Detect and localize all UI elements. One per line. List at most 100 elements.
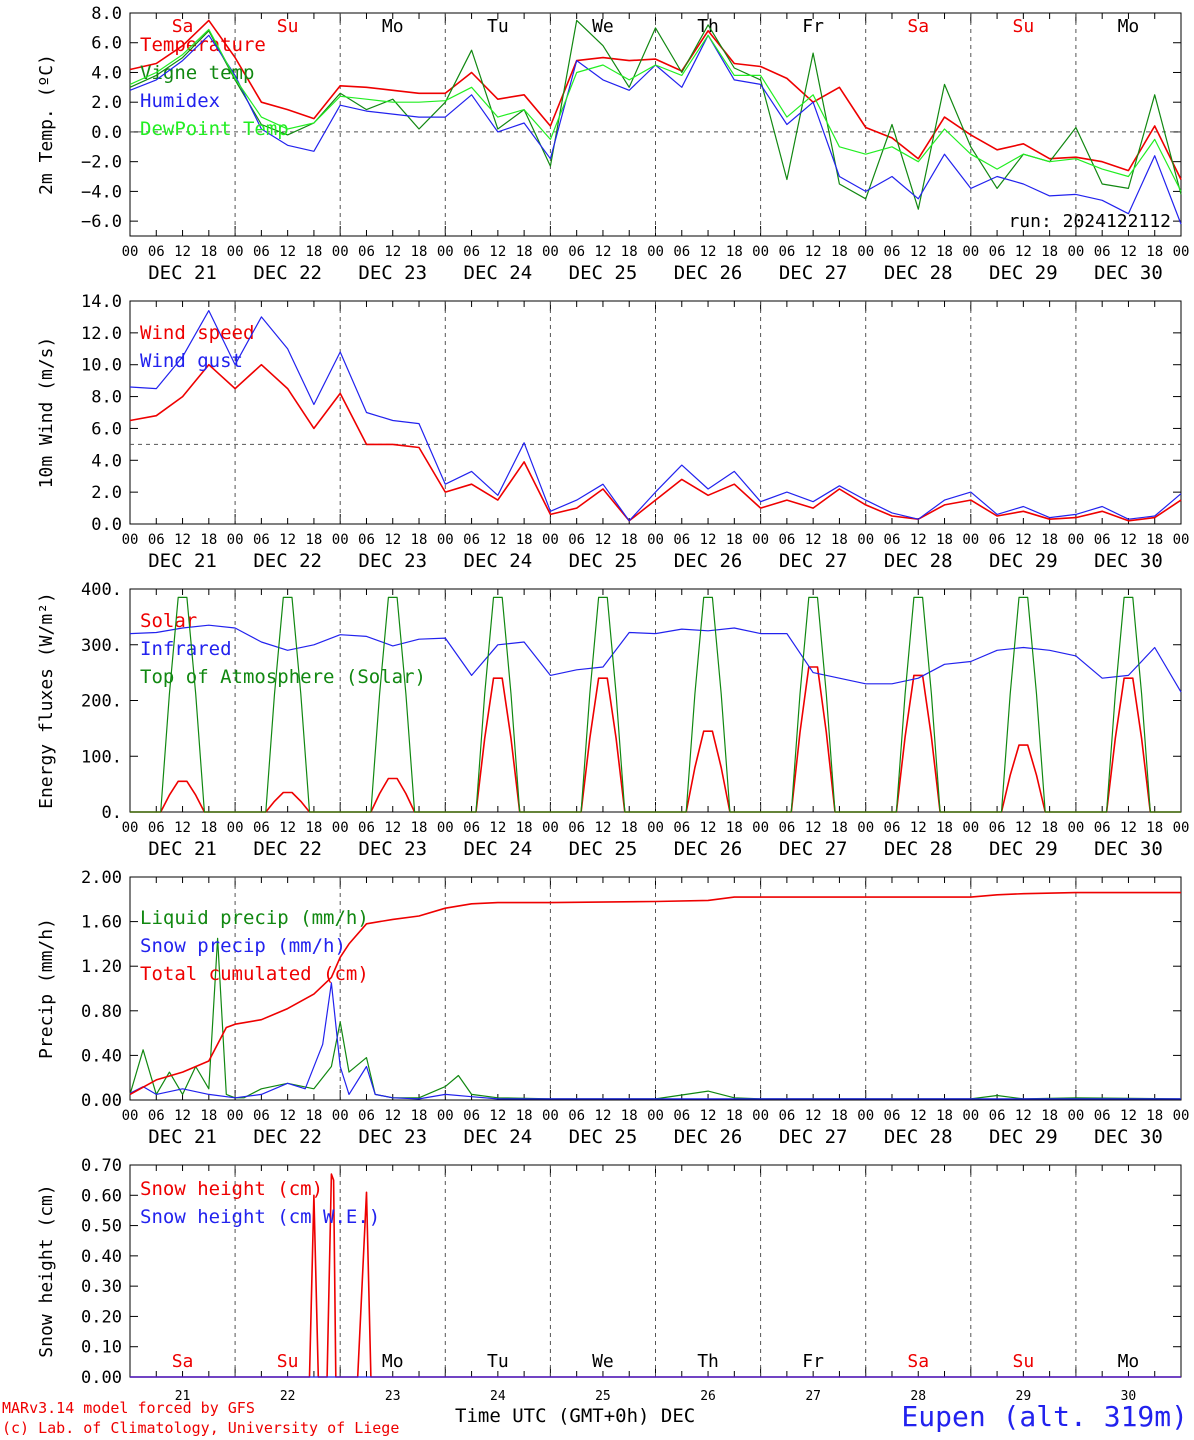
- y-tick-label: 0.60: [81, 1186, 122, 1206]
- hour-tick-label: 06: [778, 1108, 795, 1124]
- series-line-lightgreen: [129, 28, 1182, 192]
- date-label: DEC 26: [674, 838, 743, 860]
- hour-tick-label: 00: [962, 1108, 979, 1124]
- hour-tick-label: 12: [384, 820, 401, 836]
- date-label: DEC 30: [1094, 838, 1163, 860]
- panel-1: −6.0 −4.0 −2.0 0.0 2.0 4.0 6.0 8.0 2m Temp. (ºC)…: [36, 4, 1189, 284]
- weekday-label: Tu: [487, 16, 509, 37]
- hour-tick-label: 18: [305, 1108, 322, 1124]
- hour-tick-label: 18: [621, 532, 638, 548]
- hour-tick-label: 00: [1173, 532, 1190, 548]
- y-tick-label: 0.00: [81, 1368, 122, 1388]
- hour-tick-label: 12: [1015, 244, 1032, 260]
- hour-tick-label: 06: [253, 1108, 270, 1124]
- y-tick-label: −2.0: [81, 153, 122, 173]
- legend-entry: Wind gust: [140, 350, 243, 372]
- hour-tick-label: 18: [831, 1108, 848, 1124]
- y-tick-label: 12.0: [81, 324, 122, 344]
- weekday-label: Mo: [1118, 1351, 1140, 1372]
- date-label: DEC 25: [569, 262, 638, 284]
- hour-tick-label: 00: [122, 1108, 139, 1124]
- y-tick-label: −4.0: [81, 182, 122, 202]
- y-tick-label: 6.0: [91, 419, 122, 439]
- hour-tick-label: 00: [542, 820, 559, 836]
- date-label: DEC 22: [253, 1126, 322, 1148]
- legend-entry: DewPoint Temp: [140, 118, 289, 140]
- legend-entry: Snow height (cm): [140, 1178, 323, 1200]
- hour-tick-label: 06: [463, 244, 480, 260]
- weekday-label: Th: [697, 16, 719, 37]
- date-label: DEC 29: [989, 1126, 1058, 1148]
- hour-tick-label: 12: [279, 1108, 296, 1124]
- date-label: DEC 28: [884, 838, 953, 860]
- legend-entry: Liquid precip (mm/h): [140, 907, 369, 929]
- date-label: DEC 28: [884, 262, 953, 284]
- hour-tick-label: 00: [542, 1108, 559, 1124]
- date-label: DEC 24: [464, 838, 533, 860]
- hour-tick-label: 00: [1067, 244, 1084, 260]
- hour-tick-label: 18: [411, 244, 428, 260]
- hour-tick-label: 06: [989, 820, 1006, 836]
- hour-tick-label: 12: [489, 244, 506, 260]
- series-line-blue: [129, 624, 1182, 693]
- y-tick-label: 0.80: [81, 1002, 122, 1022]
- hour-tick-label: 00: [332, 820, 349, 836]
- date-label: DEC 27: [779, 262, 848, 284]
- hour-tick-label: 18: [516, 244, 533, 260]
- date-label: DEC 22: [253, 262, 322, 284]
- date-label: DEC 23: [358, 838, 427, 860]
- panel-3: 0. 100. 200. 300. 400. Energy fluxes (W/m²) 00…: [36, 580, 1189, 860]
- hour-tick-label: 18: [1041, 1108, 1058, 1124]
- hour-tick-label: 06: [673, 532, 690, 548]
- hour-tick-label: 18: [1041, 532, 1058, 548]
- hour-tick-label: 12: [910, 532, 927, 548]
- date-label: DEC 21: [148, 838, 217, 860]
- hour-tick-label: 00: [332, 532, 349, 548]
- y-tick-label: 8.0: [91, 388, 122, 408]
- hour-tick-label: 00: [227, 532, 244, 548]
- legend-entry: Temperature: [140, 34, 266, 56]
- series-line-blue: [129, 310, 1182, 522]
- hour-tick-label: 06: [884, 820, 901, 836]
- hour-tick-label: 18: [411, 1108, 428, 1124]
- y-tick-label: 6.0: [91, 34, 122, 54]
- hour-tick-label: 18: [726, 1108, 743, 1124]
- hour-tick-label: 12: [174, 244, 191, 260]
- hour-tick-label: 06: [568, 532, 585, 548]
- hour-tick-label: 06: [1094, 244, 1111, 260]
- day-number-label: 28: [910, 1389, 926, 1404]
- hour-tick-label: 18: [726, 244, 743, 260]
- hour-tick-label: 00: [122, 532, 139, 548]
- day-number-label: 30: [1121, 1389, 1137, 1404]
- series-line-blue: [129, 982, 1181, 1100]
- hour-tick-label: 06: [778, 244, 795, 260]
- hour-tick-label: 18: [831, 244, 848, 260]
- y-tick-label: 0.00: [81, 1091, 122, 1111]
- hour-tick-label: 00: [647, 820, 664, 836]
- legend-entry: Snow height (cm W.E.): [140, 1206, 380, 1228]
- hour-tick-label: 12: [384, 244, 401, 260]
- legend-entry: Humidex: [140, 90, 220, 112]
- hour-tick-label: 18: [200, 820, 217, 836]
- hour-tick-label: 06: [568, 1108, 585, 1124]
- hour-tick-label: 12: [805, 244, 822, 260]
- hour-tick-label: 18: [936, 1108, 953, 1124]
- day-number-label: 24: [490, 1389, 506, 1404]
- hour-tick-label: 12: [384, 1108, 401, 1124]
- date-label: DEC 21: [148, 550, 217, 572]
- y-tick-label: 200.: [81, 692, 122, 712]
- hour-tick-label: 12: [595, 1108, 612, 1124]
- day-number-label: 26: [700, 1389, 716, 1404]
- weekday-label: Mo: [382, 1351, 404, 1372]
- hour-tick-label: 00: [542, 532, 559, 548]
- hour-tick-label: 18: [305, 820, 322, 836]
- hour-tick-label: 00: [437, 244, 454, 260]
- weekday-label: Su: [277, 1351, 299, 1372]
- weekday-label: Th: [697, 1351, 719, 1372]
- y-tick-label: 2.0: [91, 483, 122, 503]
- hour-tick-label: 12: [279, 244, 296, 260]
- hour-tick-label: 00: [1067, 820, 1084, 836]
- hour-tick-label: 12: [700, 532, 717, 548]
- day-number-label: 29: [1016, 1389, 1032, 1404]
- hour-tick-label: 12: [1015, 820, 1032, 836]
